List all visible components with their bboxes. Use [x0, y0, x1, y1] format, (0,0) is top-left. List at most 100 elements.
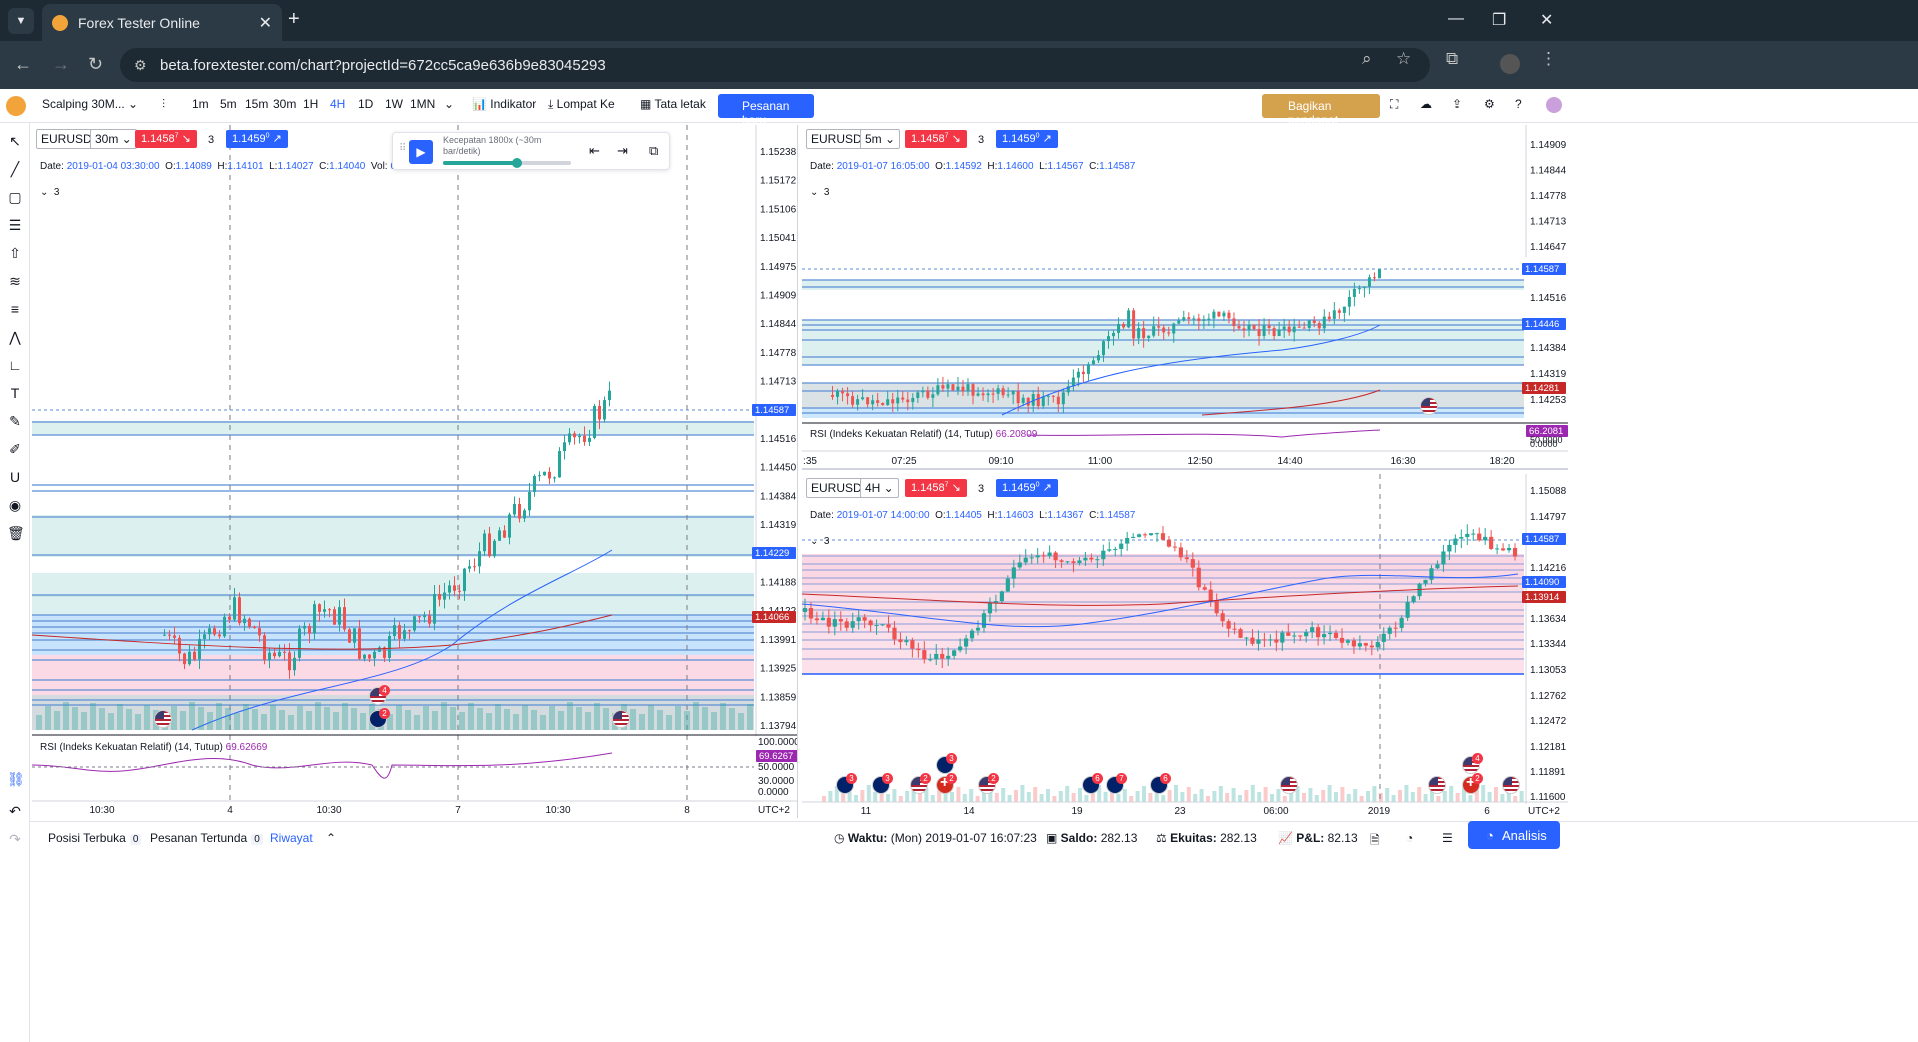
bookmark-star-icon[interactable]: ☆ — [1396, 49, 1412, 68]
chevron-down-icon[interactable]: ⌄ — [128, 97, 139, 111]
rectangle-icon[interactable]: ▢ — [8, 189, 22, 205]
site-info-icon[interactable]: ⚙ — [134, 57, 147, 73]
timeframe-1MN[interactable]: 1MN — [410, 97, 436, 111]
sell-button[interactable]: 1.14587 ↘ — [905, 130, 967, 148]
extensions-icon[interactable]: ⧉ — [1446, 49, 1459, 68]
share-icon[interactable]: ⇪ — [1452, 97, 1463, 111]
analysis-button[interactable]: Analisis — [1468, 821, 1560, 849]
step-forward-icon[interactable]: ⇥ — [617, 143, 628, 158]
indicator-collapse[interactable]: ⌄ 3 — [810, 536, 830, 547]
user-avatar[interactable] — [1546, 97, 1562, 113]
browser-tab[interactable]: Forex Tester Online ✕ — [42, 4, 282, 41]
sell-button[interactable]: 1.14587 ↘ — [905, 479, 967, 497]
drag-handle-icon[interactable]: ⠿ — [399, 143, 407, 154]
chart-pane-4h[interactable]: 1.150881.147971.145081.142161.136341.133… — [802, 474, 1568, 818]
us-flag-icon[interactable] — [612, 710, 630, 728]
timeframe-selector[interactable]: 30m ⌄ — [90, 129, 137, 149]
chart-pane-30m[interactable]: 1.15238 1.15172 1.15106 1.15041 1.14975 1.149… — [32, 125, 798, 818]
us-flag-icon[interactable] — [154, 710, 172, 728]
speedometer-icon[interactable]: ◔ — [1406, 831, 1414, 845]
levels-icon[interactable]: ≡ — [10, 301, 20, 317]
trash-icon[interactable]: 🗑 — [7, 525, 25, 541]
screenshot-icon[interactable]: ⛶ — [1390, 97, 1399, 111]
forward-icon[interactable]: → — [52, 54, 70, 74]
tab-open-positions[interactable]: Posisi Terbuka 0 — [48, 831, 142, 845]
end-replay-icon[interactable]: ⧉ — [649, 143, 659, 158]
arrow-up-icon[interactable]: ⇧ — [9, 245, 21, 261]
magnet-icon[interactable]: U — [9, 469, 21, 485]
indicator-collapse[interactable]: ⌄ 3 — [810, 187, 830, 198]
lot-quantity[interactable]: 3 — [978, 134, 985, 146]
zoom-icon[interactable]: ⌕ — [1362, 49, 1372, 68]
browser-menu-icon[interactable]: ⋮ — [1540, 49, 1557, 68]
new-order-button[interactable]: Pesanan baru — [718, 94, 814, 127]
timeframe-15m[interactable]: 15m — [245, 97, 269, 111]
trend-line-icon[interactable]: ╱ — [10, 161, 20, 177]
timeframe-4H[interactable]: 4H — [330, 97, 346, 111]
channel-icon[interactable]: ≋ — [9, 273, 21, 289]
symbol-selector[interactable]: EURUSD — [806, 129, 867, 149]
timeframe-1m[interactable]: 1m — [192, 97, 209, 111]
buy-button[interactable]: 1.14590 ↗ — [226, 130, 288, 148]
cloud-save-icon[interactable]: ☁ — [1420, 97, 1432, 111]
step-back-icon[interactable]: ⇤ — [589, 143, 600, 158]
redo-icon[interactable]: ↷ — [9, 831, 21, 847]
close-tab-icon[interactable]: ✕ — [258, 14, 272, 32]
settings-gear-icon[interactable]: ⚙ — [1484, 97, 1495, 111]
cursor-icon[interactable]: ↖ — [9, 133, 21, 149]
chart-canvas-4h[interactable]: 1.150881.147971.145081.142161.136341.133… — [802, 474, 1568, 818]
reload-icon[interactable]: ↻ — [88, 54, 104, 74]
help-icon[interactable]: ? — [1515, 97, 1522, 111]
us-flag-icon[interactable] — [1428, 776, 1446, 794]
new-tab-button[interactable]: + — [288, 8, 300, 30]
close-window-icon[interactable]: ✕ — [1540, 12, 1554, 29]
tab-history[interactable]: Riwayat — [270, 831, 313, 845]
text-icon[interactable]: T — [10, 385, 20, 401]
us-flag-icon[interactable] — [1420, 397, 1438, 415]
sell-button[interactable]: 1.14587 ↘ — [135, 130, 197, 148]
lot-quantity[interactable]: 3 — [208, 134, 215, 146]
ch-flag-icon[interactable] — [936, 776, 954, 794]
minimize-icon[interactable]: — — [1448, 10, 1464, 27]
timeframe-more-icon[interactable]: ⌄ — [444, 97, 455, 111]
timeframe-5m[interactable]: 5m — [220, 97, 237, 111]
timeframe-30m[interactable]: 30m — [273, 97, 297, 111]
report-icon[interactable]: 🗎 — [1370, 833, 1380, 847]
play-button[interactable]: ▶ — [409, 140, 433, 164]
chart-canvas-30m[interactable]: 1.15238 1.15172 1.15106 1.15041 1.14975 1.149… — [32, 125, 798, 818]
us-flag-icon[interactable] — [1502, 776, 1520, 794]
us-flag-icon[interactable] — [1280, 776, 1298, 794]
timeframe-selector[interactable]: 5m ⌄ — [860, 129, 901, 149]
pen-icon[interactable]: ✐ — [9, 441, 21, 457]
lot-quantity[interactable]: 3 — [978, 483, 985, 495]
tab-search-button[interactable]: ▼ — [8, 8, 34, 34]
chart-canvas-5m[interactable]: 1.14909 1.14844 1.14778 1.14713 1.14647 1.145… — [802, 125, 1568, 470]
timeframe-1D[interactable]: 1D — [358, 97, 374, 111]
symbol-selector[interactable]: EURUSD — [806, 478, 867, 498]
share-feedback-button[interactable]: Bagikan pendapat — [1262, 94, 1380, 127]
tab-pending-orders[interactable]: Pesanan Tertunda 0 — [150, 831, 263, 845]
speed-slider-knob[interactable] — [512, 158, 523, 168]
profile-avatar[interactable] — [1500, 54, 1520, 74]
indicator-collapse[interactable]: ⌄ 3 — [40, 187, 60, 198]
pattern-icon[interactable]: ⋀ — [9, 329, 21, 345]
undo-icon[interactable]: ↶ — [9, 803, 21, 819]
indicators-button[interactable]: 📊 Indikator — [472, 97, 536, 111]
fib-icon[interactable]: ☰ — [8, 217, 22, 233]
collapse-panel-icon[interactable]: ⌃ — [326, 831, 337, 845]
url-input[interactable]: ⚙ beta.forextester.com/chart?projectId=6… — [120, 48, 1430, 82]
symbol-selector[interactable]: EURUSD — [36, 129, 97, 149]
layout-button[interactable]: ▦ Tata letak — [640, 97, 706, 111]
chart-pane-5m[interactable]: 1.14909 1.14844 1.14778 1.14713 1.14647 1.145… — [802, 125, 1568, 470]
brush-icon[interactable]: ✎ — [9, 413, 21, 429]
layout-name-dropdown[interactable]: Scalping 30M... — [42, 97, 125, 111]
link-icon[interactable]: ⛓ — [7, 771, 25, 787]
buy-button[interactable]: 1.14590 ↗ — [996, 130, 1058, 148]
bar-type-icon[interactable]: ⫶ — [162, 97, 166, 111]
jump-to-button[interactable]: ⤓ Lompat Ke — [548, 97, 615, 112]
timeframe-1W[interactable]: 1W — [385, 97, 403, 111]
ruler-icon[interactable]: ∟ — [8, 357, 22, 373]
eye-icon[interactable]: ◉ — [8, 497, 22, 513]
buy-button[interactable]: 1.14590 ↗ — [996, 479, 1058, 497]
timeframe-selector[interactable]: 4H ⌄ — [860, 478, 899, 498]
